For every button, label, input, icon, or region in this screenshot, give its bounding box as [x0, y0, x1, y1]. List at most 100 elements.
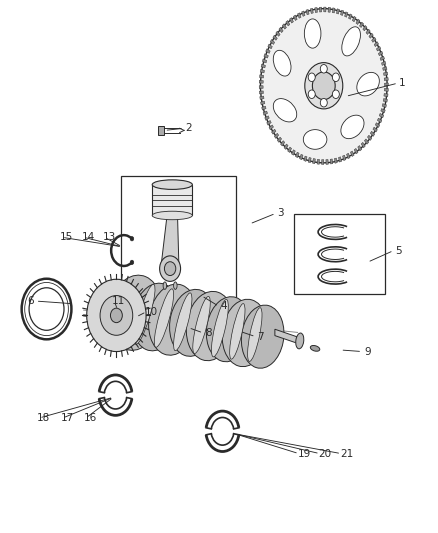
Circle shape	[261, 9, 387, 163]
Polygon shape	[266, 49, 270, 53]
Polygon shape	[267, 120, 271, 125]
Polygon shape	[382, 103, 386, 108]
Polygon shape	[379, 114, 384, 118]
Circle shape	[320, 99, 327, 107]
Polygon shape	[370, 131, 374, 136]
Ellipse shape	[247, 308, 262, 361]
Polygon shape	[261, 64, 265, 68]
Polygon shape	[304, 156, 307, 161]
Polygon shape	[286, 21, 290, 26]
Text: 6: 6	[27, 296, 34, 306]
Polygon shape	[326, 159, 328, 164]
Text: 21: 21	[340, 449, 353, 458]
Polygon shape	[324, 7, 326, 12]
Polygon shape	[284, 144, 288, 149]
Polygon shape	[385, 83, 389, 86]
Ellipse shape	[241, 305, 284, 368]
Polygon shape	[311, 9, 313, 13]
Polygon shape	[261, 101, 265, 105]
Polygon shape	[315, 7, 318, 13]
Polygon shape	[260, 96, 264, 100]
Polygon shape	[270, 39, 275, 44]
Polygon shape	[345, 12, 348, 17]
Polygon shape	[319, 7, 321, 12]
Polygon shape	[361, 142, 365, 148]
Polygon shape	[356, 19, 360, 25]
Circle shape	[332, 90, 339, 99]
Polygon shape	[373, 127, 378, 132]
Polygon shape	[340, 10, 344, 15]
Polygon shape	[363, 26, 367, 31]
Polygon shape	[263, 111, 268, 115]
Polygon shape	[374, 42, 378, 46]
Circle shape	[332, 73, 339, 82]
Ellipse shape	[152, 211, 192, 220]
Circle shape	[87, 279, 146, 352]
Polygon shape	[272, 129, 276, 134]
Text: 18: 18	[37, 413, 50, 423]
Polygon shape	[161, 215, 179, 270]
Polygon shape	[378, 118, 382, 123]
Text: 10: 10	[145, 306, 158, 317]
Circle shape	[308, 73, 315, 82]
Polygon shape	[296, 152, 299, 158]
Ellipse shape	[152, 180, 192, 189]
Text: 1: 1	[399, 78, 406, 88]
Ellipse shape	[186, 292, 234, 361]
Circle shape	[159, 256, 180, 281]
Ellipse shape	[304, 130, 327, 149]
Polygon shape	[288, 147, 292, 152]
Polygon shape	[277, 137, 282, 142]
Polygon shape	[275, 329, 300, 344]
Polygon shape	[352, 17, 356, 22]
Ellipse shape	[132, 283, 179, 351]
Polygon shape	[358, 146, 362, 151]
Text: 11: 11	[112, 296, 125, 306]
Polygon shape	[293, 15, 297, 20]
Text: 8: 8	[205, 328, 212, 338]
Polygon shape	[376, 46, 381, 51]
Ellipse shape	[173, 282, 177, 289]
Text: 14: 14	[81, 232, 95, 243]
Polygon shape	[384, 77, 388, 80]
Polygon shape	[381, 61, 386, 66]
Polygon shape	[274, 133, 279, 139]
Polygon shape	[369, 33, 373, 38]
Polygon shape	[336, 9, 339, 14]
Ellipse shape	[173, 293, 192, 351]
Polygon shape	[367, 135, 372, 140]
Polygon shape	[269, 125, 273, 130]
Text: 20: 20	[318, 449, 332, 458]
Polygon shape	[339, 157, 342, 162]
Polygon shape	[279, 27, 283, 33]
Ellipse shape	[206, 297, 251, 362]
Polygon shape	[308, 157, 311, 163]
Text: 7: 7	[257, 332, 264, 342]
Text: 9: 9	[364, 346, 371, 357]
Polygon shape	[260, 75, 264, 78]
Polygon shape	[158, 126, 164, 135]
Polygon shape	[264, 54, 268, 58]
Circle shape	[130, 260, 134, 264]
Polygon shape	[383, 99, 388, 102]
Text: 3: 3	[277, 208, 283, 219]
Text: 16: 16	[84, 413, 97, 423]
Polygon shape	[375, 123, 380, 127]
Polygon shape	[366, 29, 370, 35]
Polygon shape	[384, 72, 388, 76]
Ellipse shape	[163, 282, 166, 289]
Circle shape	[320, 64, 327, 73]
Polygon shape	[350, 151, 354, 157]
Polygon shape	[354, 148, 358, 154]
Ellipse shape	[296, 333, 304, 349]
Text: 2: 2	[185, 123, 192, 133]
Circle shape	[312, 72, 335, 100]
Text: 15: 15	[60, 232, 73, 243]
Polygon shape	[360, 22, 364, 28]
Polygon shape	[291, 150, 295, 155]
Circle shape	[100, 295, 133, 335]
Ellipse shape	[230, 304, 245, 359]
FancyBboxPatch shape	[152, 184, 192, 215]
Polygon shape	[273, 35, 277, 41]
Polygon shape	[297, 13, 301, 18]
